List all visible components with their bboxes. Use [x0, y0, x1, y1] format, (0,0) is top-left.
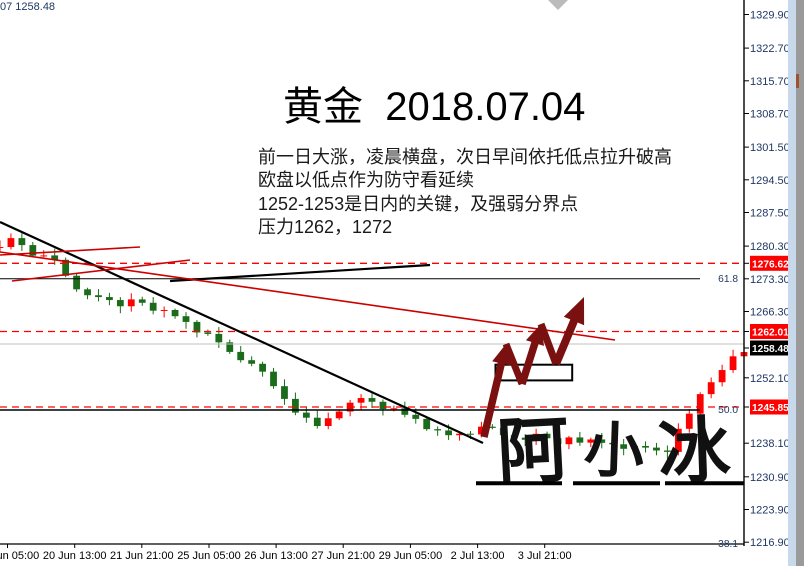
svg-text:1238.10: 1238.10 — [750, 438, 790, 450]
svg-text:1276.62: 1276.62 — [752, 259, 789, 270]
svg-text:27 Jun 21:00: 27 Jun 21:00 — [311, 550, 375, 562]
svg-text:1315.70: 1315.70 — [750, 76, 790, 88]
svg-text:61.8: 61.8 — [718, 274, 738, 285]
svg-text:1230.90: 1230.90 — [750, 472, 790, 484]
svg-text:38.1: 38.1 — [718, 539, 738, 550]
svg-text:21 Jun 21:00: 21 Jun 21:00 — [110, 550, 174, 562]
svg-text:1262.01: 1262.01 — [752, 328, 789, 339]
svg-text:25 Jun 05:00: 25 Jun 05:00 — [177, 550, 241, 562]
svg-text:1308.70: 1308.70 — [750, 109, 790, 121]
svg-text:1223.90: 1223.90 — [750, 505, 790, 517]
svg-text:1280.30: 1280.30 — [750, 241, 790, 253]
svg-text:26 Jun 13:00: 26 Jun 13:00 — [244, 550, 308, 562]
svg-text:小: 小 — [583, 416, 645, 485]
svg-text:3 Jul 21:00: 3 Jul 21:00 — [518, 550, 572, 562]
svg-text:1273.30: 1273.30 — [750, 274, 790, 286]
svg-text:1216.90: 1216.90 — [750, 537, 790, 549]
svg-text:冰: 冰 — [657, 411, 733, 493]
svg-text:1258.48: 1258.48 — [752, 344, 789, 355]
svg-text:2 Jul 13:00: 2 Jul 13:00 — [451, 550, 505, 562]
svg-text:19 Jun 05:00: 19 Jun 05:00 — [0, 550, 39, 562]
svg-text:1252.10: 1252.10 — [750, 373, 790, 385]
svg-text:1329.90: 1329.90 — [750, 10, 790, 22]
svg-text:1266.30: 1266.30 — [750, 307, 790, 319]
svg-text:1245.85: 1245.85 — [752, 403, 789, 414]
svg-text:1322.70: 1322.70 — [750, 43, 790, 55]
svg-text:阿: 阿 — [495, 410, 571, 494]
svg-text:29 Jun 05:00: 29 Jun 05:00 — [379, 550, 443, 562]
svg-text:20 Jun 13:00: 20 Jun 13:00 — [43, 550, 107, 562]
